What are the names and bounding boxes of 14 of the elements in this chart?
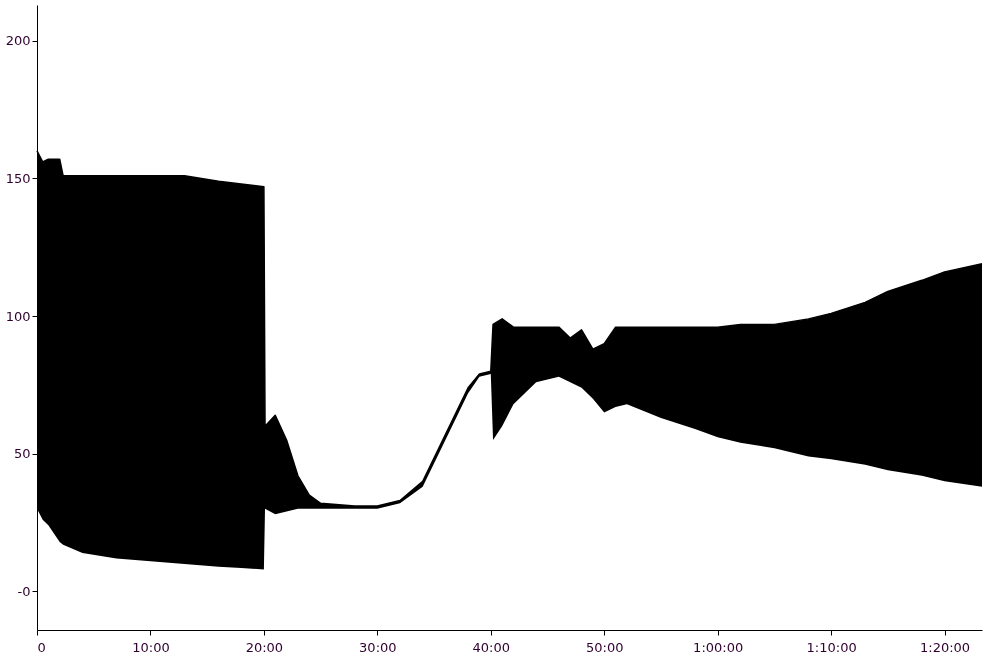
y-tick-label: -0 (17, 583, 31, 599)
x-tick-label: 50:00 (585, 639, 624, 655)
y-tick-label: 200 (5, 33, 31, 49)
x-tick-label: 40:00 (472, 639, 511, 655)
x-tick-label: 1:20:00 (920, 639, 971, 655)
y-tick-label: 50 (13, 446, 31, 462)
y-tick-label: 100 (5, 308, 31, 324)
x-tick-label: 1:10:00 (806, 639, 857, 655)
x-tick-label: 1:00:00 (693, 639, 744, 655)
x-tick-label: 0 (37, 639, 46, 655)
y-tick-label: 150 (5, 170, 31, 186)
x-tick-label: 10:00 (132, 639, 170, 655)
x-tick-label: 20:00 (245, 639, 284, 655)
x-tick-label: 30:00 (359, 639, 397, 655)
